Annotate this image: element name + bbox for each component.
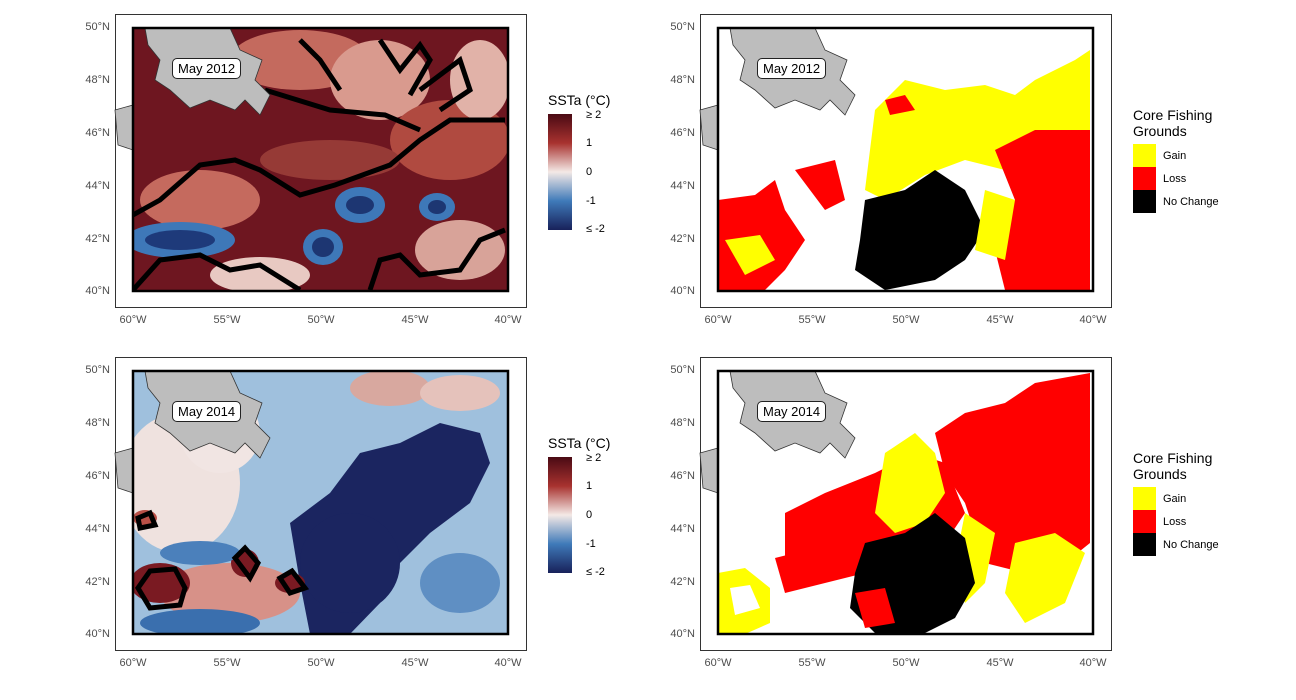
legend-label: No Change — [1163, 196, 1219, 208]
ssta-map-2014-graphic — [114, 369, 510, 636]
fishing-legend-2014: Core Fishing Grounds Gain Loss No Change — [1133, 450, 1283, 560]
x-tick: 50°W — [892, 314, 920, 326]
y-tick: 48°N — [85, 74, 110, 86]
legend-label: ≤ -2 — [586, 566, 605, 578]
legend-swatch-gain — [1133, 487, 1156, 510]
y-tick: 50°N — [670, 21, 695, 33]
y-tick: 42°N — [85, 576, 110, 588]
y-tick: 48°N — [85, 417, 110, 429]
y-tick: 48°N — [670, 417, 695, 429]
legend-label: Loss — [1163, 516, 1187, 528]
y-tick: 40°N — [670, 628, 695, 640]
legend-label: ≤ -2 — [586, 223, 605, 235]
legend-title: Core Fishing — [1133, 450, 1213, 466]
y-tick: 48°N — [670, 74, 695, 86]
y-tick: 50°N — [85, 364, 110, 376]
legend-label: ≥ 2 — [586, 452, 602, 464]
ssta-field — [133, 30, 508, 291]
y-tick: 42°N — [670, 576, 695, 588]
land-masses — [699, 27, 856, 151]
legend-title: Core Fishing — [1133, 107, 1213, 123]
x-tick: 55°W — [213, 314, 241, 326]
panel-date-label: May 2014 — [172, 401, 242, 422]
legend-label: Gain — [1163, 493, 1187, 505]
x-tick: 55°W — [213, 657, 241, 669]
ssta-map-2014: May 2014 50°N 48°N 46°N 44°N 42°N 40°N 6… — [0, 343, 640, 693]
y-tick: 42°N — [85, 233, 110, 245]
y-tick: 46°N — [670, 470, 695, 482]
x-tick: 45°W — [401, 314, 429, 326]
legend-title: Grounds — [1133, 123, 1187, 139]
legend-label: Gain — [1163, 150, 1187, 162]
y-tick: 50°N — [85, 21, 110, 33]
x-tick: 60°W — [704, 657, 732, 669]
land-masses — [699, 370, 856, 494]
legend-label: No Change — [1163, 539, 1219, 551]
legend-swatch-nochange — [1133, 533, 1156, 556]
x-tick: 40°W — [494, 657, 522, 669]
y-tick: 44°N — [670, 180, 695, 192]
legend-label: ≥ 2 — [586, 109, 602, 121]
ssta-map-2012-graphic — [114, 26, 510, 293]
panel-date-label: May 2012 — [757, 58, 827, 79]
colorbar — [548, 457, 572, 573]
panel-date-label: May 2012 — [172, 58, 242, 79]
x-tick: 50°W — [307, 314, 335, 326]
x-tick: 60°W — [704, 314, 732, 326]
y-tick: 46°N — [85, 470, 110, 482]
y-tick: 46°N — [85, 127, 110, 139]
y-tick: 44°N — [85, 523, 110, 535]
y-tick: 46°N — [670, 127, 695, 139]
legend-label: 1 — [586, 137, 593, 149]
fishing-map-2014: May 2014 50°N 48°N 46°N 44°N 42°N 40°N 6… — [585, 343, 1125, 693]
x-tick: 45°W — [986, 314, 1014, 326]
legend-title: SSTa (°C) — [548, 435, 611, 451]
x-tick: 45°W — [401, 657, 429, 669]
legend-label: 0 — [586, 166, 593, 178]
x-tick: 40°W — [1079, 314, 1107, 326]
fishing-grounds — [718, 50, 1090, 290]
x-tick: 60°W — [119, 657, 147, 669]
legend-label: Loss — [1163, 173, 1187, 185]
legend-swatch-gain — [1133, 144, 1156, 167]
legend-swatch-nochange — [1133, 190, 1156, 213]
legend-title: SSTa (°C) — [548, 92, 611, 108]
panel-date-label: May 2014 — [757, 401, 827, 422]
x-tick: 45°W — [986, 657, 1014, 669]
x-tick: 50°W — [892, 657, 920, 669]
x-tick: 60°W — [119, 314, 147, 326]
y-tick: 44°N — [670, 523, 695, 535]
ssta-map-2012: May 2012 50°N 48°N 46°N 44°N 42°N 40°N 6… — [0, 0, 640, 350]
fishing-map-2014-graphic — [699, 369, 1095, 636]
fishing-legend-2012: Core Fishing Grounds Gain Loss No Change — [1133, 107, 1283, 217]
x-tick: 40°W — [1079, 657, 1107, 669]
y-tick: 40°N — [85, 285, 110, 297]
fishing-map-2012: May 2012 50°N 48°N 46°N 44°N 42°N 40°N 6… — [585, 0, 1125, 350]
y-tick: 40°N — [670, 285, 695, 297]
colorbar — [548, 114, 572, 230]
y-tick: 50°N — [670, 364, 695, 376]
x-tick: 50°W — [307, 657, 335, 669]
ssta-legend-2014: SSTa (°C) ≥ 2 1 0 -1 ≤ -2 — [548, 435, 638, 585]
legend-label: 0 — [586, 509, 593, 521]
legend-swatch-loss — [1133, 510, 1156, 533]
legend-label: -1 — [586, 538, 596, 550]
x-tick: 40°W — [494, 314, 522, 326]
y-tick: 42°N — [670, 233, 695, 245]
ssta-legend-2012: SSTa (°C) ≥ 2 1 0 -1 ≤ -2 — [548, 92, 638, 242]
legend-label: -1 — [586, 195, 596, 207]
legend-title: Grounds — [1133, 466, 1187, 482]
x-tick: 55°W — [798, 314, 826, 326]
fishing-map-2012-graphic — [699, 26, 1095, 293]
legend-label: 1 — [586, 480, 593, 492]
y-tick: 40°N — [85, 628, 110, 640]
x-tick: 55°W — [798, 657, 826, 669]
fishing-grounds — [718, 373, 1090, 634]
legend-swatch-loss — [1133, 167, 1156, 190]
y-tick: 44°N — [85, 180, 110, 192]
